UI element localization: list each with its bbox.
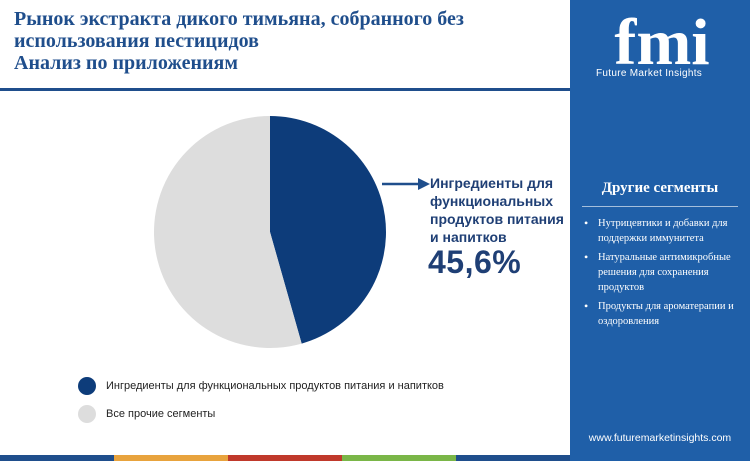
bar-segment [0, 455, 114, 461]
fmi-logo-icon: fmi [614, 10, 709, 79]
callout-label-line: и напитков [430, 229, 507, 245]
legend-item: Ингредиенты для функциональных продуктов… [78, 376, 444, 396]
legend-item: Все прочие сегменты [78, 404, 444, 424]
sidebar-list-item: Натуральные антимикробные решения для со… [584, 250, 744, 295]
title-line-2: использования пестицидов [14, 30, 259, 52]
legend-swatch [78, 405, 96, 423]
pie-slice-2 [153, 116, 302, 348]
website-link[interactable]: www.futuremarketinsights.com [588, 432, 732, 444]
bar-segment [342, 455, 456, 461]
pie-slice-1 [270, 116, 386, 344]
sidebar-list: Нутрицевтики и добавки для поддержки имм… [584, 216, 744, 333]
callout-arrow [382, 178, 430, 190]
callout-label-line: функциональных [430, 193, 554, 209]
sidebar-list-item: Нутрицевтики и добавки для поддержки имм… [584, 216, 744, 246]
legend-label: Все прочие сегменты [106, 408, 216, 420]
bar-segment [456, 455, 570, 461]
sidebar-divider [582, 206, 738, 207]
logo-text: fmi [614, 10, 709, 79]
pie-chart [140, 110, 400, 360]
chart-title: Рынок экстракта дикого тимьяна, собранно… [14, 8, 554, 74]
title-line-1: Рынок экстракта дикого тимьяна, собранно… [14, 8, 464, 30]
callout-value: 45,6% [428, 244, 522, 280]
bar-segment [114, 455, 228, 461]
callout-label: Ингредиенты для функциональных продуктов… [430, 174, 570, 246]
sidebar-heading: Другие сегменты [601, 180, 719, 196]
callout-label-line: продуктов питания [430, 211, 564, 227]
callout-label-line: Ингредиенты для [430, 175, 554, 191]
sidebar: fmi Future Market Insights Другие сегмен… [570, 0, 750, 461]
legend-swatch [78, 377, 96, 395]
sidebar-list-item: Продукты для ароматерапии и оздоровления [584, 299, 744, 329]
legend: Ингредиенты для функциональных продуктов… [78, 376, 444, 432]
bar-segment [228, 455, 342, 461]
title-divider [0, 88, 570, 91]
title-line-3: Анализ по приложениям [14, 52, 238, 74]
logo-subtitle: Future Market Insights [596, 68, 703, 79]
bottom-color-bar [0, 455, 570, 461]
pie-chart-svg [153, 116, 386, 348]
legend-label: Ингредиенты для функциональных продуктов… [106, 380, 444, 392]
